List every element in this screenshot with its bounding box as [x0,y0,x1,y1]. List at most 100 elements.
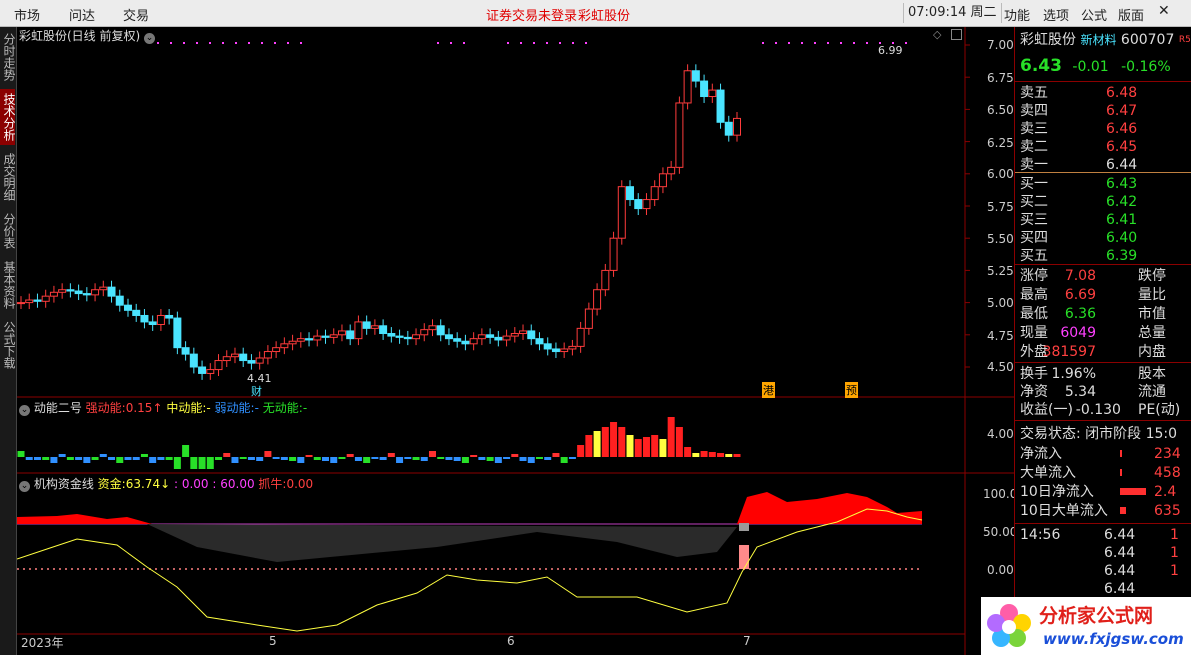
momentum-bar [618,427,626,457]
momentum-bar [593,431,601,457]
stat-value: 1.96% [1051,366,1096,382]
momentum-bar [494,457,502,463]
none-label: 无动能: [262,401,303,415]
signal-dot [801,42,803,44]
candle-body [551,348,560,353]
chart-area[interactable] [17,27,1014,655]
candle-body [99,286,108,291]
bull-label: 抓牛: [258,477,287,491]
candle-body [609,237,618,271]
stat-row: 外盘 381597 内盘 [1020,343,1166,361]
momentum-bar [198,457,206,469]
y-tick: 6.00 [987,167,1014,181]
signal-dot [183,42,185,44]
menu-formula[interactable]: 公式 [1081,9,1108,24]
momentum-bar [239,457,247,459]
y-tick-ind1: 4.00 [987,427,1014,441]
momentum-bar [338,457,346,459]
candle-body [642,199,651,210]
momentum-bar [503,457,511,459]
event-label-forecast[interactable]: 预 [845,382,858,398]
quote-panel: 彩虹股份 新材料 600707 R50 6.43 -0.01 -0.16% 卖五… [1014,27,1191,655]
candle-body [683,70,692,104]
weak-label: 弱动能: [214,401,255,415]
menu-market[interactable]: 市场 [14,9,41,24]
diamond-icon[interactable]: ◇ [933,28,942,41]
event-label-finance[interactable]: 财 [251,385,262,398]
candle-body [346,330,355,340]
chevron-down-icon[interactable]: ⌄ [19,481,30,492]
candle-body [25,299,34,304]
signal-dot [827,42,829,44]
tick-time: 14:56 [1020,527,1061,543]
signal-dot [222,42,224,44]
signal-dot [274,42,276,44]
stat-right-label: 跌停 [1138,268,1166,284]
momentum-bar [58,454,66,457]
flow-row: 10日大单流入 635 [1020,502,1181,520]
tab-formula-download[interactable]: 公式下载 [2,321,16,369]
momentum-bar [717,453,725,457]
menu-options[interactable]: 选项 [1043,9,1070,24]
menu-wenda[interactable]: 问达 [69,9,96,24]
candle-body [33,299,42,302]
candle-body [444,334,453,340]
momentum-bar [684,447,692,457]
mid-value: - [206,401,211,415]
menu-layout[interactable]: 版面 [1118,9,1145,24]
indicator2-title[interactable]: ⌄ 机构资金线 资金:63.74↓ : 0.00 : 60.00 抓牛:0.00 [19,475,313,492]
chart-title[interactable]: 彩虹股份(日线 前复权) ⌄ [19,27,156,44]
price-axis [965,44,970,368]
chevron-down-icon[interactable]: ⌄ [19,405,30,416]
signal-dot [762,42,764,44]
ask-price: 6.48 [1106,85,1138,101]
fund-area [737,492,922,524]
login-notice[interactable]: 证券交易未登录 [486,9,578,24]
stat-label: 外盘 [1020,344,1048,360]
momentum-bar [659,439,667,457]
candle-body [132,309,141,316]
stat-label: 最低 [1020,306,1048,322]
menu-trade[interactable]: 交易 [123,9,150,24]
momentum-bar [601,427,609,457]
stat-right-label: 流通 [1138,384,1166,400]
fund-marker [739,523,749,531]
ask-price: 6.47 [1106,103,1138,119]
bid-price: 6.43 [1106,176,1138,192]
stock-name-link[interactable]: 彩虹股份 [578,9,631,24]
event-label-hk[interactable]: 港 [762,382,775,398]
indicator1-title[interactable]: ⌄ 动能二号 强动能:0.15↑ 中动能:- 弱动能:- 无动能:- [19,399,307,416]
chevron-down-icon[interactable]: ⌄ [144,33,156,44]
candle-body [453,338,462,342]
tab-trades[interactable]: 成交明细 [2,153,16,201]
stat-right-label: 市值 [1138,306,1166,322]
square-icon[interactable] [951,29,962,40]
y-tick: 6.25 [987,136,1014,150]
stat-value: 6.69 [1064,287,1096,303]
candle-body [724,121,733,136]
stat-label: 现量 [1020,325,1048,341]
momentum-bar [379,457,387,460]
signal-dot [546,42,548,44]
momentum-bar [297,457,305,463]
tab-price-table[interactable]: 分价表 [2,213,16,249]
flow-label: 10日净流入 [1020,484,1094,500]
tab-basic-info[interactable]: 基本资料 [2,261,16,309]
signal-dot [905,42,907,44]
candle-body [593,289,602,310]
high-price-label: 6.99 [878,44,903,57]
candle-body [519,330,528,335]
momentum-bar [535,457,543,459]
menu-function[interactable]: 功能 [1004,9,1031,24]
tab-intraday[interactable]: 分时走势 [2,33,16,81]
flow-value: 635 [1154,503,1181,519]
bid-row: 买三 6.41 [1020,211,1137,229]
bid-price: 6.40 [1106,230,1138,246]
tab-technical[interactable]: 技术分析 [0,89,16,145]
industry[interactable]: 新材料 [1080,33,1117,47]
momentum-bar [527,457,535,463]
close-icon[interactable]: ✕ [1158,3,1170,19]
signal-dot [248,42,250,44]
signal-dot [585,42,587,44]
momentum-bar [116,457,124,463]
